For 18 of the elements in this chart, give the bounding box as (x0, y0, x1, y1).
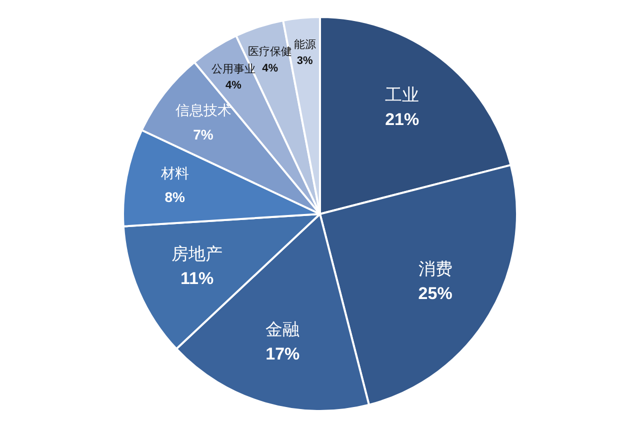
slice-label: 信息技术 (175, 103, 232, 120)
data-label: 17% (266, 344, 300, 364)
slice-label: 医疗保健 (248, 45, 292, 58)
data-label: 7% (193, 126, 214, 142)
slice-label: 消费 (418, 260, 452, 280)
slice-label: 房地产 (172, 244, 223, 265)
data-label: 11% (180, 268, 214, 288)
data-label: 4% (225, 80, 242, 92)
slice-label: 工业 (385, 86, 420, 106)
slice-label: 公用事业 (211, 62, 256, 76)
data-label: 4% (262, 62, 278, 74)
slice-label: 材料 (160, 166, 189, 182)
data-label: 8% (164, 189, 186, 206)
data-label: 21% (385, 110, 420, 129)
data-label: 25% (418, 284, 452, 303)
slice-label: 能源 (294, 38, 316, 52)
data-label: 3% (296, 55, 313, 68)
slice-label: 金融 (266, 320, 300, 340)
